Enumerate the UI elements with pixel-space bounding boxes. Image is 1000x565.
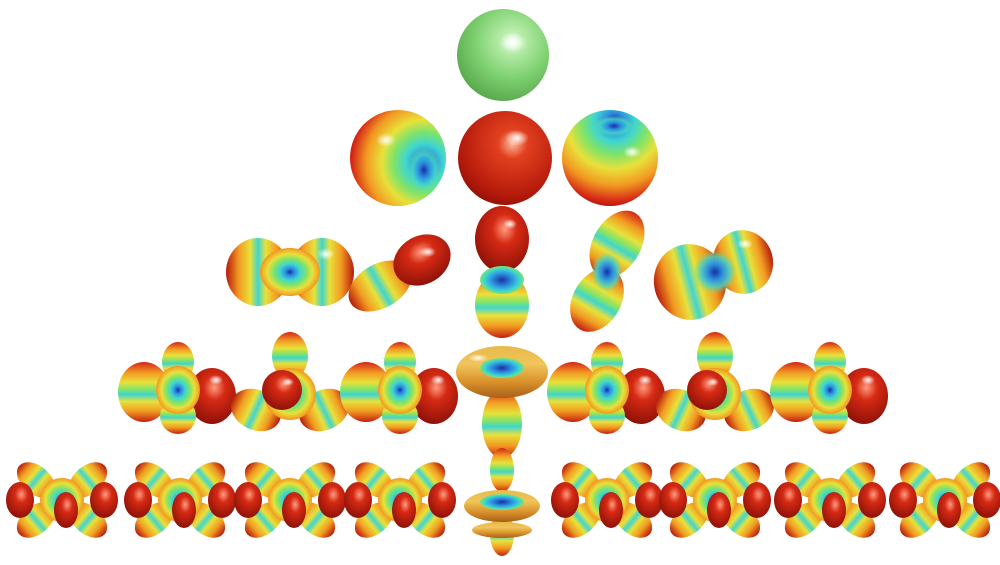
- orbital-l2-m0: [475, 206, 529, 338]
- orbital-l3-m1: [547, 342, 665, 434]
- orbital-l4-m2: [659, 462, 771, 538]
- orbital-l2-m2: [653, 230, 774, 320]
- orbital-l3-m2: [655, 332, 775, 432]
- orbital-l2-m-2: [226, 238, 354, 306]
- orbital-l1-m1: [562, 110, 658, 206]
- orbital-l4-m1: [551, 462, 663, 538]
- orbital-l4-m-2: [234, 462, 346, 538]
- orbital-l3-m-2: [230, 332, 350, 432]
- orbital-l1-m0: [458, 111, 552, 205]
- orbital-l4-m-4: [6, 462, 118, 538]
- orbital-l3-m-1: [340, 342, 458, 434]
- orbital-l4-m0: [464, 448, 540, 556]
- orbital-l4-m4: [889, 462, 1000, 538]
- orbital-l3-m0: [456, 346, 548, 458]
- orbital-l2-m-1: [348, 234, 451, 312]
- orbital-l3-m3: [770, 342, 888, 434]
- orbital-l3-m-3: [118, 342, 236, 434]
- orbital-l1-m-1: [350, 110, 446, 206]
- orbital-l4-m3: [774, 462, 886, 538]
- orbital-l2-m1: [570, 210, 645, 332]
- orbital-l4-m-3: [124, 462, 236, 538]
- orbital-l0-m0: [457, 9, 549, 101]
- orbital-l4-m-1: [344, 462, 456, 538]
